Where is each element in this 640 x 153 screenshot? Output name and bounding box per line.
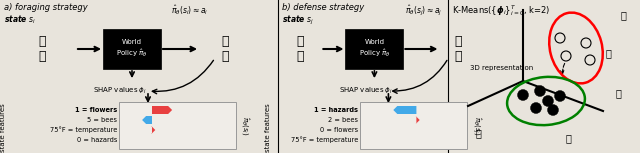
Text: 🐝: 🐝 [475,128,481,138]
Text: b) defense strategy: b) defense strategy [282,3,365,12]
Text: -0.7: -0.7 [397,107,413,113]
Text: World
Policy $\hat{\pi}_{\theta}$: World Policy $\hat{\pi}_{\theta}$ [116,39,148,59]
Text: 0.0: 0.0 [154,137,164,143]
Text: 75°F = temperature: 75°F = temperature [50,127,117,133]
Text: SHAP values $\boldsymbol{\phi_i}$: SHAP values $\boldsymbol{\phi_i}$ [93,86,147,96]
Text: $\hat{\pi}_\theta(s_i)$: $\hat{\pi}_\theta(s_i)$ [239,116,251,135]
Text: 2 = bees: 2 = bees [328,117,358,123]
Text: SHAP values $\boldsymbol{\phi_i}$: SHAP values $\boldsymbol{\phi_i}$ [339,86,394,96]
Text: 0.0: 0.0 [419,127,429,133]
Text: 🐝
🏠: 🐝 🏠 [38,35,45,63]
Text: K-Means($\{\boldsymbol{\phi}_i\}_{i=0}^T$, k=2): K-Means($\{\boldsymbol{\phi}_i\}_{i=0}^T… [452,3,550,18]
Circle shape [581,38,591,48]
Circle shape [585,55,595,65]
Polygon shape [142,116,152,124]
Text: a) foraging strategy: a) foraging strategy [4,3,88,12]
Circle shape [518,90,529,101]
Text: 🐝
🌿: 🐝 🌿 [297,35,304,63]
Text: 0 = hazards: 0 = hazards [77,137,117,143]
Text: state $s_j$: state $s_j$ [282,14,315,27]
Text: $\hat{\pi}_{\theta}(s_j) \approx a_j$: $\hat{\pi}_{\theta}(s_j) \approx a_j$ [404,3,442,18]
Circle shape [543,95,554,106]
Polygon shape [416,116,420,124]
FancyBboxPatch shape [360,102,467,149]
Text: -0.3: -0.3 [125,117,140,123]
Text: state features: state features [0,104,6,152]
Text: 🌸
🐝: 🌸 🐝 [221,35,228,63]
FancyBboxPatch shape [346,29,403,69]
Text: 🌿
🐦: 🌿 🐦 [454,35,462,63]
Polygon shape [394,106,417,114]
Text: +0.1: +0.1 [157,127,173,133]
Text: state features: state features [266,104,271,152]
Text: state $s_i$: state $s_i$ [4,14,36,26]
Circle shape [555,33,565,43]
Text: 1 = hazards: 1 = hazards [314,107,358,113]
Circle shape [554,91,566,101]
Text: 0 = flowers: 0 = flowers [320,127,358,133]
Circle shape [547,104,559,116]
Text: +0.61: +0.61 [174,107,196,113]
Text: 0.0: 0.0 [419,137,429,143]
Text: $\hat{\pi}_{\theta}(s_i) \approx a_i$: $\hat{\pi}_{\theta}(s_i) \approx a_i$ [172,3,209,17]
Text: 🏠: 🏠 [605,48,611,58]
Text: 🌸: 🌸 [565,133,571,143]
FancyBboxPatch shape [119,102,236,149]
Polygon shape [151,126,156,134]
Text: 75°F = temperature: 75°F = temperature [291,137,358,143]
Text: World
Policy $\hat{\pi}_{\theta}$: World Policy $\hat{\pi}_{\theta}$ [358,39,390,59]
Text: 1 = flowers: 1 = flowers [75,107,117,113]
Text: +0.1: +0.1 [422,117,438,123]
Text: 🐝: 🐝 [615,88,621,98]
Polygon shape [152,106,172,114]
Text: 🐝: 🐝 [620,10,626,20]
Circle shape [534,86,545,97]
Text: 5 = bees: 5 = bees [87,117,117,123]
Text: 3D representation: 3D representation [470,65,533,71]
Circle shape [531,103,541,114]
FancyBboxPatch shape [103,29,161,69]
Circle shape [561,51,571,61]
Text: $\hat{\pi}_\theta(s_j)$: $\hat{\pi}_\theta(s_j)$ [470,116,483,135]
